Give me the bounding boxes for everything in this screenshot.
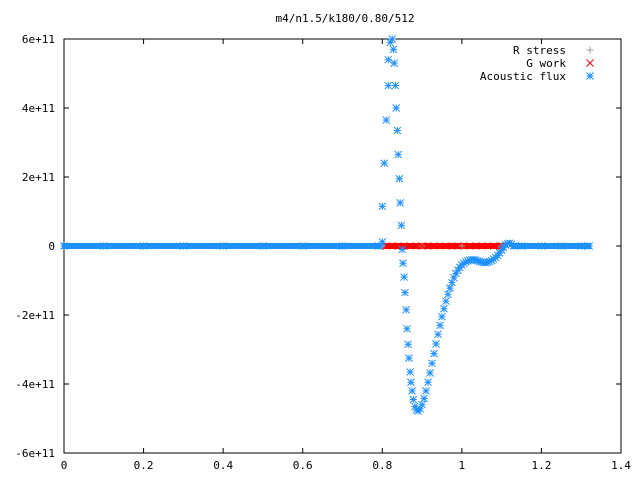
y-tick-label: -4e+11 xyxy=(15,378,55,391)
data-point xyxy=(426,369,434,377)
data-point xyxy=(418,242,426,250)
data-point xyxy=(509,242,518,250)
y-tick-label: 2e+11 xyxy=(22,171,55,184)
x-tick-label: 0 xyxy=(61,459,68,472)
data-point xyxy=(442,297,450,306)
y-tick-label: -2e+11 xyxy=(15,309,55,322)
data-point xyxy=(392,104,401,112)
x-tick-label: 1.2 xyxy=(531,459,551,472)
data-point xyxy=(418,400,426,409)
data-point xyxy=(384,81,393,90)
legend-marker xyxy=(586,46,594,54)
data-point xyxy=(398,245,407,254)
data-point xyxy=(406,242,414,250)
y-tick-label: -6e+11 xyxy=(15,447,55,460)
data-point xyxy=(424,378,432,387)
data-point xyxy=(444,290,452,299)
data-point xyxy=(382,116,391,124)
data-point xyxy=(458,242,466,250)
data-point xyxy=(391,81,400,90)
data-point xyxy=(380,159,389,168)
x-tick-label: 1.4 xyxy=(611,459,631,472)
data-point xyxy=(389,45,398,54)
data-point xyxy=(442,242,450,250)
data-point xyxy=(390,59,399,68)
series-acoustic-flux xyxy=(60,35,594,415)
data-point xyxy=(384,55,393,64)
x-tick-label: 1 xyxy=(459,459,466,472)
data-point xyxy=(401,288,409,297)
data-point xyxy=(537,242,546,250)
data-point xyxy=(259,242,267,250)
legend-marker xyxy=(586,72,594,80)
data-point xyxy=(577,242,586,250)
x-tick-label: 0.4 xyxy=(213,459,233,472)
data-point xyxy=(489,242,498,250)
data-point xyxy=(440,304,448,313)
data-point xyxy=(393,126,402,135)
data-point xyxy=(403,324,411,333)
data-point xyxy=(428,359,436,368)
data-point xyxy=(585,242,594,250)
data-point xyxy=(397,221,406,230)
x-tick-label: 0.6 xyxy=(293,459,313,472)
data-point xyxy=(434,330,442,339)
data-point xyxy=(404,340,412,349)
data-point xyxy=(432,340,440,348)
data-point xyxy=(420,394,428,403)
data-point xyxy=(477,242,486,250)
data-point xyxy=(407,378,415,387)
data-point xyxy=(60,242,68,250)
data-point xyxy=(396,199,405,207)
data-point xyxy=(405,354,413,362)
data-point xyxy=(436,321,444,330)
data-point xyxy=(465,242,474,250)
legend-marker xyxy=(586,59,594,67)
data-point xyxy=(422,387,430,395)
data-point xyxy=(388,35,397,43)
data-point xyxy=(219,242,227,250)
acoustic-flux-zero-band xyxy=(511,243,592,249)
data-point xyxy=(179,242,188,250)
y-tick-label: 6e+11 xyxy=(22,33,55,46)
data-point xyxy=(378,238,387,246)
data-point xyxy=(298,242,307,250)
x-tick-label: 0.2 xyxy=(134,459,154,472)
data-point xyxy=(557,242,566,250)
data-point xyxy=(378,202,387,211)
data-point xyxy=(406,368,414,376)
data-point xyxy=(139,242,148,250)
data-point xyxy=(430,349,438,358)
data-point xyxy=(402,305,411,314)
chart-title: m4/n1.5/k180/0.80/512 xyxy=(275,12,414,25)
data-point xyxy=(454,242,462,250)
axes: 0 0.2 0.4 0.6 0.8 1 1.2 1.4 -6e+11 -4e+11 -2e+11 0 2… xyxy=(15,33,631,472)
data-point xyxy=(399,259,407,268)
y-tick-label: 0 xyxy=(48,240,55,253)
data-point xyxy=(430,242,438,250)
data-point xyxy=(394,150,403,159)
data-point xyxy=(409,395,418,404)
data-point xyxy=(338,242,347,250)
data-marks xyxy=(60,35,594,415)
data-point xyxy=(99,242,108,250)
x-tick-label: 0.8 xyxy=(372,459,392,472)
g-work-zero-band xyxy=(384,243,504,249)
legend-label: Acoustic flux xyxy=(480,70,566,83)
y-tick-label: 4e+11 xyxy=(22,102,55,115)
data-point xyxy=(517,242,526,250)
legend-label: G work xyxy=(526,57,566,70)
data-point xyxy=(438,312,446,321)
data-point xyxy=(400,273,409,281)
legend-label: R stress xyxy=(513,44,566,57)
data-point xyxy=(408,387,416,395)
data-point xyxy=(446,284,454,292)
data-point xyxy=(395,174,404,183)
